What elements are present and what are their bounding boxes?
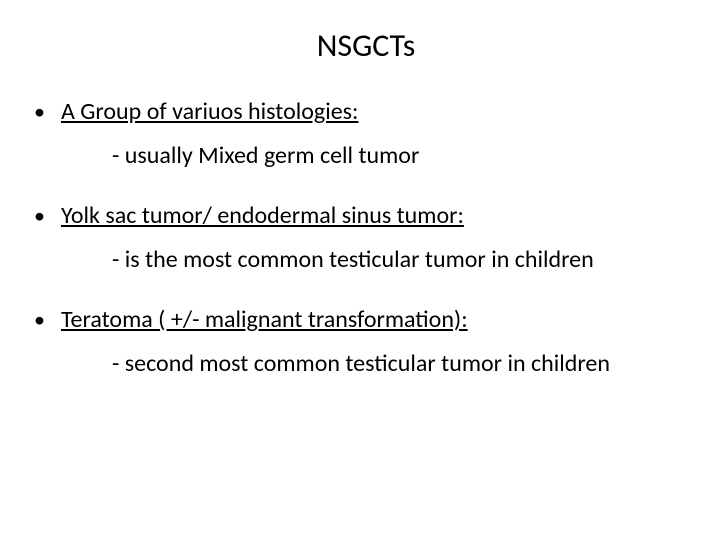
slide: NSGCTs • A Group of variuos histologies:… (0, 0, 720, 540)
bullet-dot-icon: • (34, 305, 45, 335)
bullet-item: • Teratoma ( +/- malignant transformatio… (52, 305, 680, 335)
bullet-subtext: - usually Mixed germ cell tumor (112, 141, 680, 171)
bullet-heading: Yolk sac tumor/ endodermal sinus tumor: (61, 201, 464, 231)
bullet-item: • A Group of variuos histologies: (52, 97, 680, 127)
bullet-dot-icon: • (34, 97, 45, 127)
bullet-subtext: - is the most common testicular tumor in… (112, 245, 680, 275)
bullet-heading: Teratoma ( +/- malignant transformation)… (61, 305, 468, 335)
bullet-dot-icon: • (34, 201, 45, 231)
bullet-subtext: - second most common testicular tumor in… (112, 349, 680, 379)
bullet-heading: A Group of variuos histologies: (61, 97, 359, 127)
slide-title: NSGCTs (52, 26, 680, 65)
bullet-item: • Yolk sac tumor/ endodermal sinus tumor… (52, 201, 680, 231)
